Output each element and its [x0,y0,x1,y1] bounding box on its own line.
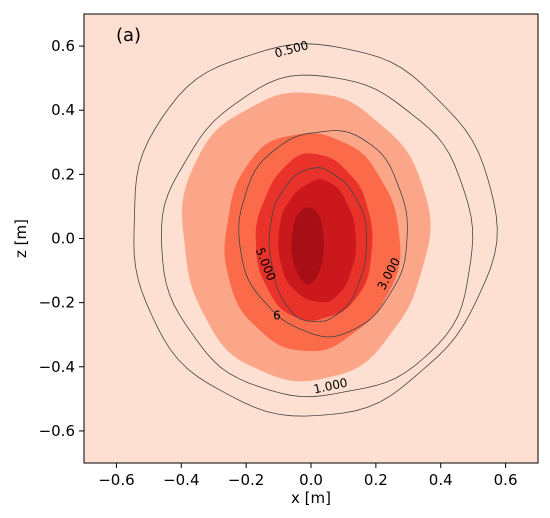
y-tick-label: 0.2 [51,165,75,183]
y-tick-label: −0.4 [39,358,75,376]
x-tick-label: 0.0 [299,471,323,489]
x-tick-label: 0.4 [429,471,453,489]
x-tick-label: −0.6 [98,471,134,489]
panel-label: (a) [116,25,141,46]
y-axis-title: z [m] [12,219,30,258]
contour-line [268,167,367,323]
x-tick-label: 0.2 [364,471,388,489]
x-tick-label: −0.4 [163,471,199,489]
y-tick-label: 0.6 [51,37,75,55]
contour-line [160,74,474,398]
x-tick-label: −0.2 [228,471,264,489]
y-tick-label: −0.2 [39,294,75,312]
y-tick-label: 0.0 [51,230,75,248]
contour-label-group: 1.000 [312,376,349,397]
x-axis-title: x [m] [291,489,331,507]
contour-label-group: 6 [273,309,281,323]
contour-label: 1.000 [312,376,349,397]
contour-label: 6 [273,309,281,323]
contour-line [133,43,498,417]
filled-contour-region [291,207,324,285]
y-tick-label: 0.4 [51,101,75,119]
contour-line [238,130,408,338]
x-tick-label: 0.6 [494,471,518,489]
y-tick-label: −0.6 [39,422,75,440]
